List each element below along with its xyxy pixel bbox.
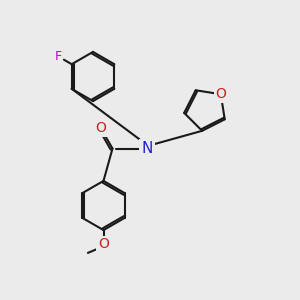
Text: O: O	[215, 87, 226, 101]
Text: O: O	[98, 237, 109, 251]
Text: O: O	[95, 121, 106, 135]
Text: F: F	[55, 50, 62, 63]
Text: N: N	[141, 141, 153, 156]
